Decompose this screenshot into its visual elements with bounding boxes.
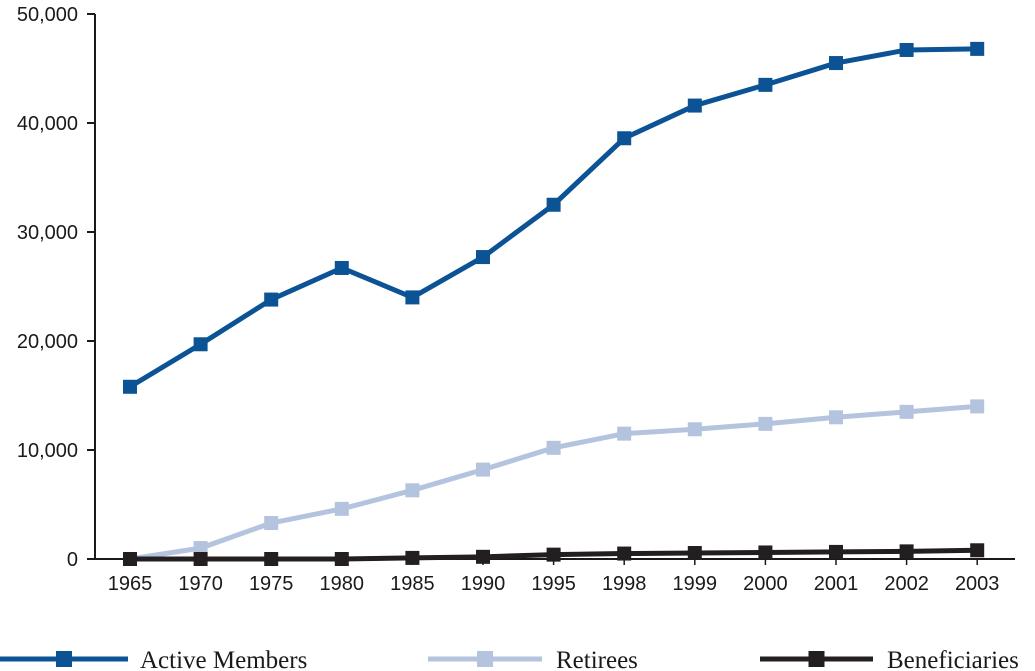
- data-point-active-members: [687, 98, 702, 113]
- x-tick-label: 1975: [249, 573, 294, 595]
- x-tick-label: 2000: [743, 573, 788, 595]
- data-point-beneficiaries: [193, 552, 208, 566]
- data-point-beneficiaries: [758, 545, 773, 560]
- data-point-retirees: [899, 404, 914, 419]
- data-point-beneficiaries: [546, 547, 561, 562]
- series-group: [123, 41, 985, 566]
- legend-item-beneficiaries: Beneficiaries: [760, 647, 1019, 671]
- data-point-beneficiaries: [476, 549, 490, 564]
- data-point-retirees: [829, 410, 843, 425]
- series-line-active-members: [128, 46, 978, 389]
- series-retirees: [123, 399, 985, 566]
- x-tick-label: 1980: [320, 573, 365, 595]
- data-point-retirees: [617, 426, 632, 441]
- data-point-retirees: [193, 541, 208, 556]
- data-point-retirees: [334, 501, 349, 516]
- data-point-retirees: [970, 399, 985, 414]
- data-point-beneficiaries: [970, 543, 985, 558]
- data-point-active-members: [123, 379, 137, 394]
- legend-label: Beneficiaries: [887, 647, 1019, 671]
- data-point-beneficiaries: [334, 552, 349, 566]
- legend-marker: [477, 651, 493, 667]
- y-tick-label: 20,000: [17, 331, 78, 353]
- y-tick-label: 10,000: [17, 440, 78, 462]
- data-point-retirees: [405, 483, 420, 498]
- data-point-retirees: [546, 440, 561, 455]
- data-point-beneficiaries: [899, 544, 914, 559]
- x-tick-label: 2002: [884, 573, 929, 595]
- x-tick-label: 1995: [531, 573, 576, 595]
- x-tick-label: 1999: [673, 573, 718, 595]
- data-point-active-members: [546, 197, 561, 212]
- legend-label: Active Members: [140, 647, 307, 671]
- series-beneficiaries: [123, 543, 985, 566]
- series-active-members: [123, 41, 985, 394]
- y-tick-label: 30,000: [17, 222, 78, 244]
- legend-label: Retirees: [556, 647, 638, 671]
- data-point-retirees: [687, 422, 702, 437]
- legend-marker: [808, 651, 825, 667]
- data-point-retirees: [476, 462, 490, 477]
- x-tick-label: 1998: [602, 573, 647, 595]
- legend-item-active-members: Active Members: [0, 647, 307, 671]
- data-point-beneficiaries: [405, 550, 420, 565]
- data-point-active-members: [193, 337, 208, 352]
- y-tick-label: 40,000: [17, 113, 78, 135]
- data-point-beneficiaries: [829, 544, 843, 559]
- data-point-beneficiaries: [264, 552, 279, 566]
- data-point-active-members: [405, 290, 420, 305]
- y-axis-ticks: 0 10,000 20,000 30,000 40,000 50,000: [17, 4, 95, 571]
- data-point-active-members: [758, 77, 773, 92]
- data-point-beneficiaries: [123, 552, 137, 566]
- data-point-active-members: [899, 42, 914, 57]
- legend: Active Members Retirees Beneficiaries: [0, 647, 1019, 671]
- data-point-beneficiaries: [617, 546, 632, 561]
- y-tick-label: 50,000: [17, 4, 78, 26]
- x-tick-label: 1970: [178, 573, 223, 595]
- x-tick-label: 1990: [461, 573, 506, 595]
- data-point-active-members: [617, 131, 632, 146]
- x-tick-label: 1985: [390, 573, 435, 595]
- data-point-active-members: [970, 41, 985, 56]
- x-tick-label: 2003: [955, 573, 1000, 595]
- legend-marker: [56, 651, 72, 667]
- x-tick-label: 2001: [814, 573, 859, 595]
- x-tick-label: 1965: [108, 573, 153, 595]
- data-point-retirees: [264, 516, 279, 531]
- data-point-active-members: [264, 292, 279, 307]
- data-point-retirees: [758, 416, 773, 431]
- data-point-active-members: [829, 56, 843, 71]
- y-tick-label: 0: [67, 549, 78, 571]
- data-point-active-members: [334, 260, 349, 275]
- axes: [94, 14, 1015, 560]
- data-point-active-members: [476, 250, 490, 265]
- data-point-beneficiaries: [687, 546, 702, 561]
- legend-item-retirees: Retirees: [428, 647, 638, 671]
- series-line-retirees: [129, 403, 978, 562]
- x-axis-ticks: 1965 1970 1975 1980 1985 1990 1995 1998 1999 2000…: [108, 559, 1000, 595]
